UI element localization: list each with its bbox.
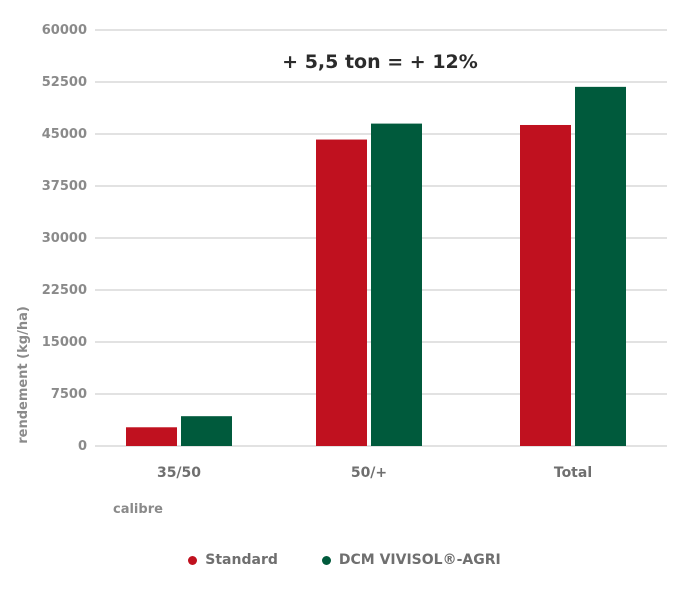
y-tick-label: 60000 (42, 23, 87, 38)
y-tick-label: 37500 (42, 179, 87, 194)
bar-standard-0 (126, 427, 177, 446)
y-tick-label: 15000 (42, 335, 87, 350)
bar-standard-2 (520, 124, 571, 446)
y-tick-labels: 0 7500 15000 22500 30000 37500 45000 52500 60000 (42, 23, 87, 454)
y-axis-label: rendement (kg/ha) (16, 306, 31, 444)
legend-item-standard: Standard (188, 552, 278, 568)
bar-dcm-vivisol-agri-2 (575, 86, 626, 446)
x-tick-label: 50/+ (351, 465, 387, 481)
legend: Standard DCM VIVISOL®-AGRI (0, 552, 689, 568)
y-tick-label: 22500 (42, 283, 87, 298)
x-tick-label: Total (554, 465, 592, 481)
x-tick-label: 35/50 (157, 465, 201, 481)
y-tick-label: 0 (78, 439, 87, 454)
bar-dcm-vivisol-agri-0 (181, 416, 232, 446)
category-labels: 35/50 50/+ Total (157, 465, 592, 481)
legend-marker-standard (188, 555, 198, 565)
y-tick-label: 7500 (51, 387, 87, 402)
y-tick-label: 30000 (42, 231, 87, 246)
y-tick-label: 52500 (42, 75, 87, 90)
legend-label-standard: Standard (205, 552, 278, 568)
legend-marker-dcm-vivisol-agri (321, 555, 331, 565)
x-axis-label: calibre (113, 502, 163, 517)
bar-standard-1 (316, 139, 367, 446)
chart-annotation: + 5,5 ton = + 12% (282, 51, 478, 73)
y-tick-label: 45000 (42, 127, 87, 142)
bar-dcm-vivisol-agri-1 (371, 123, 422, 446)
bars (126, 86, 626, 446)
legend-item-dcm-vivisol-agri: DCM VIVISOL®-AGRI (321, 552, 501, 568)
legend-label-dcm-vivisol-agri: DCM VIVISOL®-AGRI (338, 552, 501, 568)
